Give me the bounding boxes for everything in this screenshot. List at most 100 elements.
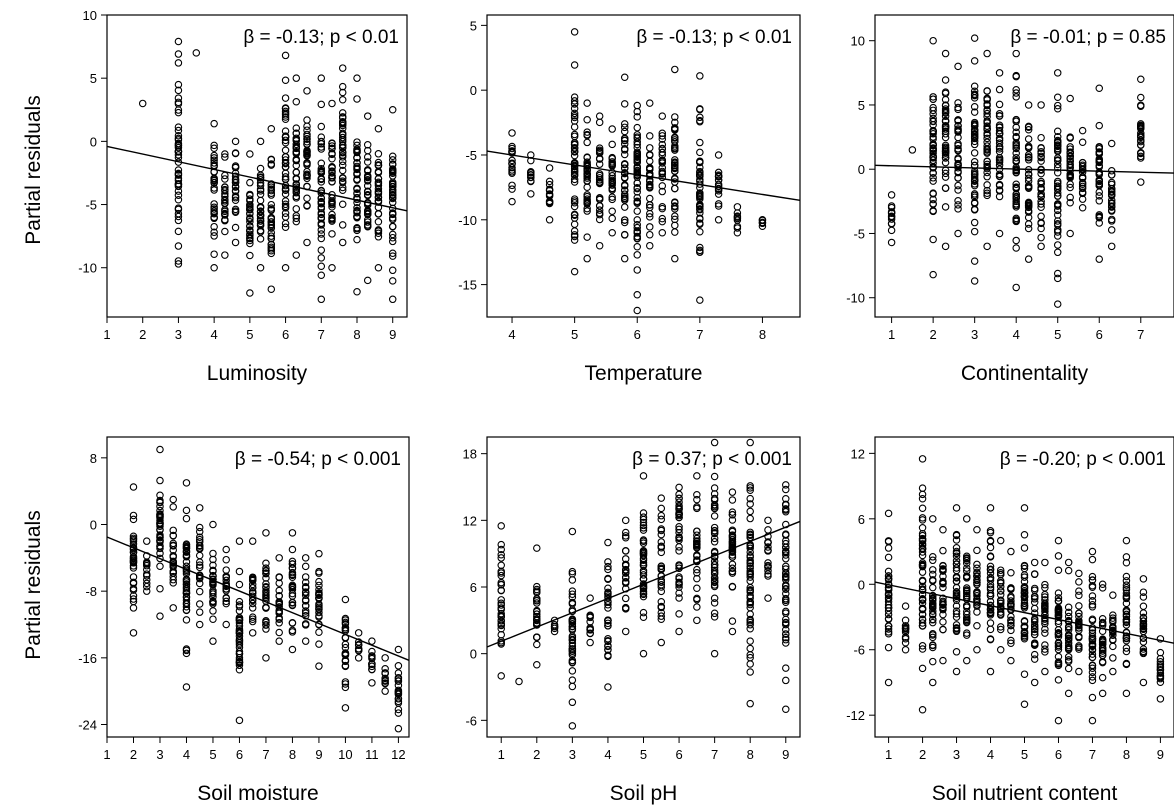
data-point bbox=[246, 201, 254, 209]
data-point bbox=[710, 547, 719, 556]
data-point bbox=[281, 133, 290, 141]
data-point bbox=[222, 599, 230, 608]
data-point bbox=[221, 207, 229, 216]
data-point bbox=[550, 622, 559, 631]
data-point bbox=[195, 579, 204, 588]
data-point bbox=[782, 481, 790, 489]
data-point bbox=[1054, 552, 1063, 560]
data-point bbox=[497, 545, 505, 554]
data-point bbox=[568, 651, 577, 659]
data-point bbox=[746, 528, 754, 537]
data-point bbox=[675, 573, 683, 581]
data-point bbox=[1007, 639, 1015, 647]
data-point bbox=[918, 622, 927, 630]
data-point bbox=[995, 153, 1004, 162]
data-point bbox=[292, 74, 301, 82]
data-point bbox=[983, 148, 991, 156]
data-point bbox=[267, 205, 276, 214]
data-point bbox=[657, 581, 666, 589]
data-point bbox=[508, 185, 516, 193]
data-point bbox=[301, 554, 310, 562]
data-point bbox=[301, 588, 310, 596]
data-point bbox=[1098, 580, 1107, 589]
data-point bbox=[235, 607, 244, 615]
data-point bbox=[962, 614, 971, 622]
data-point bbox=[620, 134, 629, 143]
data-point bbox=[620, 203, 629, 211]
data-point bbox=[746, 507, 754, 516]
data-point bbox=[341, 678, 350, 686]
data-point bbox=[1095, 255, 1104, 263]
data-point bbox=[210, 186, 218, 194]
data-point bbox=[939, 565, 947, 574]
data-point bbox=[1024, 183, 1033, 191]
data-point bbox=[884, 603, 893, 612]
data-point bbox=[1030, 641, 1039, 649]
y-tick-label: 0 bbox=[858, 577, 865, 592]
data-point bbox=[710, 504, 719, 512]
data-point bbox=[374, 233, 383, 241]
data-point bbox=[782, 619, 790, 627]
data-point bbox=[1053, 154, 1062, 162]
data-point bbox=[633, 306, 641, 315]
data-point bbox=[374, 184, 383, 193]
data-point bbox=[568, 527, 577, 536]
data-point bbox=[174, 108, 183, 117]
data-point bbox=[1122, 553, 1131, 561]
data-point bbox=[941, 154, 950, 162]
data-point bbox=[970, 218, 979, 227]
data-point bbox=[995, 170, 1004, 179]
data-point bbox=[970, 198, 979, 207]
data-point bbox=[368, 665, 376, 674]
data-point bbox=[129, 591, 138, 600]
data-point bbox=[338, 173, 347, 182]
data-point bbox=[1066, 152, 1074, 161]
data-point bbox=[941, 49, 950, 58]
scatter-points bbox=[129, 445, 403, 733]
data-point bbox=[639, 556, 648, 564]
data-point bbox=[633, 216, 641, 224]
data-point bbox=[1012, 85, 1020, 94]
data-point bbox=[952, 602, 961, 610]
data-point bbox=[315, 581, 323, 590]
data-point bbox=[1007, 621, 1015, 630]
data-point bbox=[1098, 645, 1107, 653]
data-point bbox=[657, 562, 666, 571]
data-point bbox=[394, 705, 403, 714]
data-point bbox=[570, 232, 579, 241]
data-point bbox=[317, 145, 326, 153]
data-point bbox=[303, 149, 311, 157]
data-point bbox=[710, 613, 719, 621]
data-point bbox=[973, 621, 981, 630]
data-point bbox=[675, 578, 683, 587]
data-point bbox=[338, 183, 347, 192]
data-point bbox=[341, 704, 350, 712]
data-point bbox=[394, 709, 403, 717]
data-point bbox=[1024, 224, 1033, 233]
data-point bbox=[570, 158, 579, 167]
data-point bbox=[639, 558, 648, 567]
data-point bbox=[568, 576, 577, 584]
data-point bbox=[303, 194, 311, 203]
data-point bbox=[604, 642, 612, 651]
data-point bbox=[952, 577, 961, 585]
data-point bbox=[941, 203, 950, 211]
data-point bbox=[608, 186, 616, 194]
data-point bbox=[1030, 678, 1039, 687]
data-point bbox=[646, 164, 654, 172]
data-point bbox=[620, 73, 629, 81]
data-point bbox=[633, 290, 641, 299]
data-point bbox=[1088, 716, 1097, 725]
data-point bbox=[1020, 622, 1029, 631]
data-point bbox=[608, 181, 616, 189]
data-point bbox=[671, 144, 679, 153]
data-point bbox=[782, 585, 790, 593]
data-point bbox=[586, 594, 594, 602]
data-point bbox=[1095, 188, 1104, 196]
data-point bbox=[353, 95, 361, 103]
data-point bbox=[338, 151, 347, 159]
scatter-points bbox=[887, 34, 1145, 308]
data-point bbox=[195, 542, 204, 550]
data-point bbox=[764, 547, 772, 555]
data-point bbox=[1139, 627, 1148, 636]
